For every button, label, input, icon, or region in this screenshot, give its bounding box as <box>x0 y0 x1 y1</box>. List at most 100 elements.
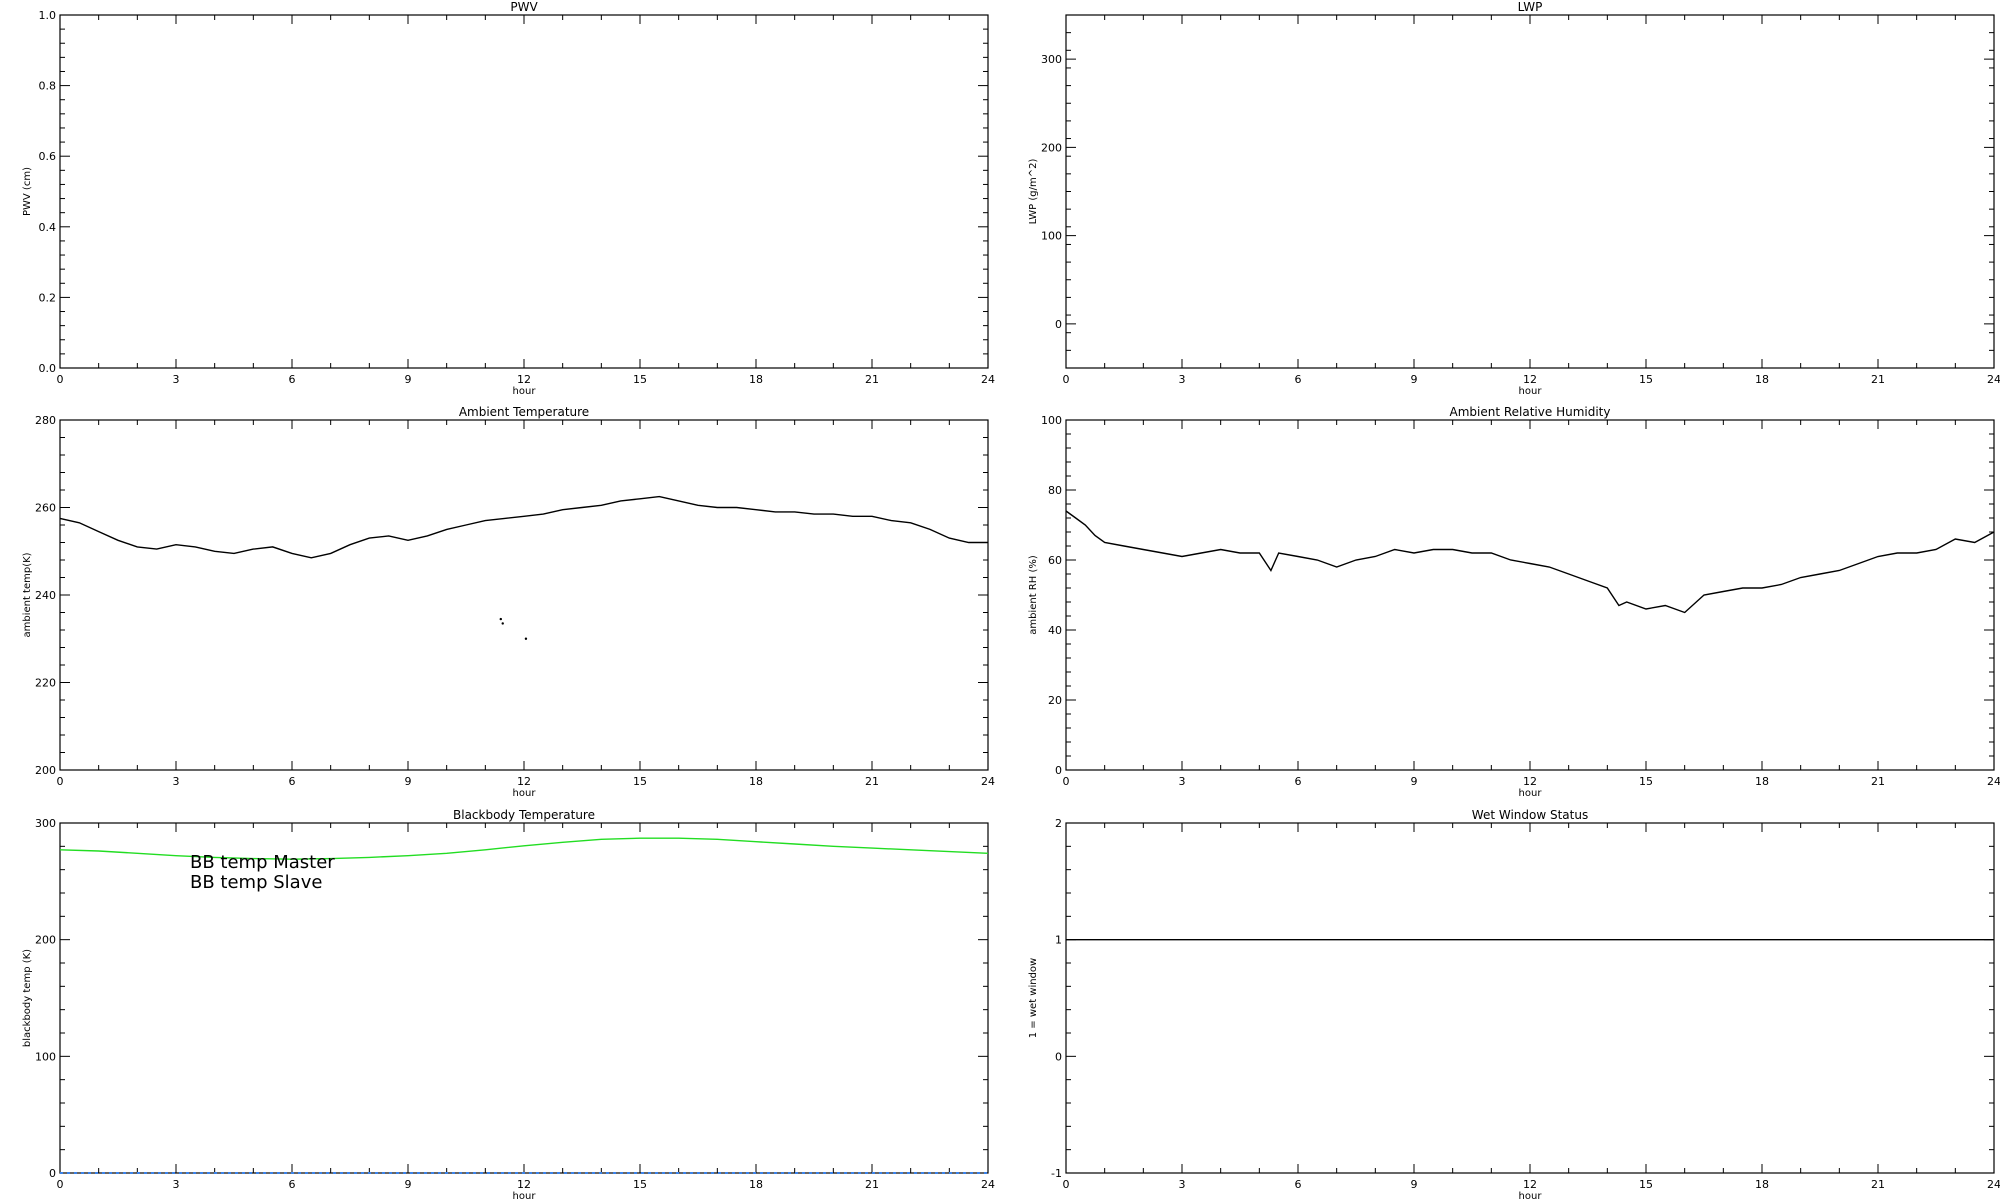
series-line <box>59 837 989 860</box>
y-tick-label: 40 <box>1048 624 1062 637</box>
x-tick-label: 24 <box>981 775 995 788</box>
y-tick-label: 0.0 <box>39 362 57 375</box>
y-tick-label: 1.0 <box>39 9 57 22</box>
chart-pwv: PWV 0 3 6 9 12 15 18 21 24 hour 0.0 0.2 0.4 0.6 0.8 1.0 P… <box>22 0 995 397</box>
y-tick-label: 280 <box>35 414 56 427</box>
x-tick-label: 18 <box>749 1178 763 1191</box>
chart-ambient-temp: Ambient Temperature 0 3 6 9 12 15 18 21 24 hour 200… <box>22 405 995 799</box>
x-tick-label: 0 <box>57 373 64 386</box>
y-tick-label: 0.8 <box>39 80 57 93</box>
series-line <box>1065 510 1995 614</box>
x-tick-label: 21 <box>1871 373 1885 386</box>
x-tick-label: 6 <box>1295 373 1302 386</box>
y-tick-label: 200 <box>1041 141 1062 154</box>
x-tick-label: 15 <box>1639 373 1653 386</box>
x-tick-label: 12 <box>517 1178 531 1191</box>
chart-title: Wet Window Status <box>1472 808 1588 822</box>
y-tick-label: 0.2 <box>39 291 57 304</box>
x-tick-label: 18 <box>1755 373 1769 386</box>
y-tick-label: 300 <box>35 817 56 830</box>
y-tick-label: 100 <box>35 1050 56 1063</box>
y-tick-label: 0 <box>1055 318 1062 331</box>
x-tick-label: 6 <box>1295 1178 1302 1191</box>
chart-ambient-rh: Ambient Relative Humidity 0 3 6 9 12 15 18 21 24 h… <box>1028 405 2000 799</box>
chart-lwp: LWP 0 3 6 9 12 15 18 21 24 hour 0 100 200 300 LWP (g/m^… <box>1028 0 2000 397</box>
x-tick-label: 0 <box>1063 1178 1070 1191</box>
x-tick-label: 24 <box>1987 775 2000 788</box>
x-tick-label: 9 <box>1411 775 1418 788</box>
x-tick-label: 0 <box>57 1178 64 1191</box>
x-tick-label: 15 <box>633 775 647 788</box>
x-tick-label: 3 <box>173 775 180 788</box>
chart-title: LWP <box>1518 0 1543 14</box>
x-tick-label: 24 <box>1987 373 2000 386</box>
x-tick-label: 6 <box>289 775 296 788</box>
y-axis-label: PWV (cm) <box>22 167 33 216</box>
x-tick-label: 15 <box>633 1178 647 1191</box>
x-tick-label: 6 <box>1295 775 1302 788</box>
x-tick-label: 24 <box>981 1178 995 1191</box>
x-tick-label: 21 <box>1871 1178 1885 1191</box>
y-tick-label: 0.6 <box>39 150 57 163</box>
x-tick-label: 21 <box>865 373 879 386</box>
y-tick-label: 60 <box>1048 554 1062 567</box>
y-axis-label: LWP (g/m^2) <box>1028 159 1039 225</box>
y-tick-label: 240 <box>35 589 56 602</box>
x-tick-label: 3 <box>173 373 180 386</box>
x-tick-label: 21 <box>865 775 879 788</box>
legend-entry: BB temp Slave <box>190 872 322 893</box>
x-tick-label: 12 <box>1523 775 1537 788</box>
y-tick-label: -1 <box>1051 1167 1062 1180</box>
y-tick-label: 20 <box>1048 694 1062 707</box>
x-tick-label: 12 <box>1523 373 1537 386</box>
plot-frame <box>1065 419 1995 771</box>
legend-entry: BB temp Master <box>190 852 335 873</box>
y-tick-label: 100 <box>1041 230 1062 243</box>
y-tick-label: 260 <box>35 502 56 515</box>
x-tick-label: 18 <box>1755 1178 1769 1191</box>
chart-title: Ambient Relative Humidity <box>1450 405 1611 419</box>
x-tick-label: 9 <box>1411 1178 1418 1191</box>
x-tick-label: 9 <box>405 1178 412 1191</box>
x-tick-label: 21 <box>865 1178 879 1191</box>
x-axis-label: hour <box>513 788 537 799</box>
y-axis-label: 1 = wet window <box>1028 958 1039 1038</box>
y-tick-label: 0.4 <box>39 221 57 234</box>
x-tick-label: 0 <box>57 775 64 788</box>
x-tick-label: 6 <box>289 373 296 386</box>
chart-title: PWV <box>510 0 538 14</box>
chart-blackbody-temp: Blackbody Temperature 0 3 6 9 12 15 18 21 24 hour 0… <box>22 808 995 1200</box>
x-tick-label: 0 <box>1063 373 1070 386</box>
plot-frame <box>1065 822 1995 1174</box>
x-tick-label: 15 <box>633 373 647 386</box>
y-tick-label: 0 <box>49 1167 56 1180</box>
y-tick-label: 300 <box>1041 53 1062 66</box>
chart-title: Blackbody Temperature <box>453 808 595 822</box>
x-tick-label: 12 <box>517 373 531 386</box>
x-tick-label: 24 <box>981 373 995 386</box>
x-tick-label: 24 <box>1987 1178 2000 1191</box>
y-tick-label: 80 <box>1048 484 1062 497</box>
x-tick-label: 6 <box>289 1178 296 1191</box>
x-axis-label: hour <box>513 1191 537 1200</box>
x-tick-label: 12 <box>1523 1178 1537 1191</box>
x-axis-label: hour <box>513 386 537 397</box>
x-tick-label: 18 <box>749 775 763 788</box>
y-tick-label: 200 <box>35 764 56 777</box>
y-tick-label: 200 <box>35 934 56 947</box>
x-tick-label: 18 <box>1755 775 1769 788</box>
plot-frame <box>59 14 989 369</box>
data-point <box>499 617 502 621</box>
x-tick-label: 3 <box>1179 1178 1186 1191</box>
plot-frame <box>1065 14 1995 369</box>
data-point <box>501 622 504 625</box>
y-tick-label: 0 <box>1055 1050 1062 1063</box>
x-tick-label: 15 <box>1639 775 1653 788</box>
x-tick-label: 9 <box>1411 373 1418 386</box>
y-axis-label: blackbody temp (K) <box>22 949 33 1047</box>
chart-title: Ambient Temperature <box>459 405 589 419</box>
x-tick-label: 0 <box>1063 775 1070 788</box>
x-tick-label: 9 <box>405 373 412 386</box>
